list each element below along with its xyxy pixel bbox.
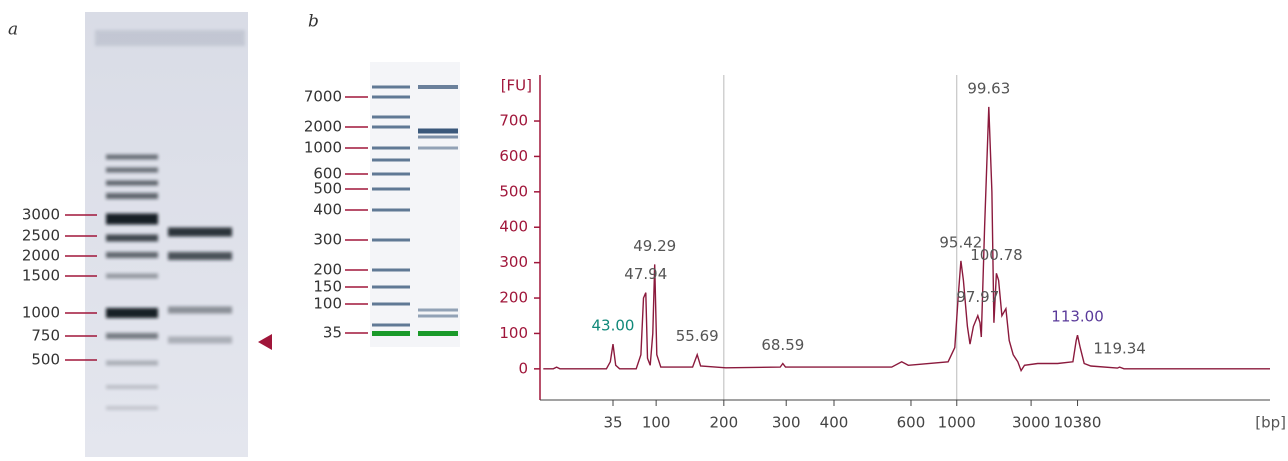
gel-band — [418, 135, 458, 139]
peak-label: 68.59 — [761, 336, 804, 354]
gel-band — [106, 213, 158, 225]
gel-band — [372, 85, 410, 89]
gel-b — [370, 62, 460, 347]
gel-band — [106, 273, 158, 279]
ladder-label: 3000 — [22, 206, 60, 224]
gel-band — [372, 268, 410, 272]
gel-band — [106, 193, 158, 199]
ladder-label: 2000 — [22, 247, 60, 265]
ladder-label: 300 — [313, 231, 342, 249]
ladder-label: 2500 — [22, 227, 60, 245]
peak-label: 47.94 — [624, 265, 667, 283]
peak-label: 97.97 — [956, 288, 999, 306]
ladder-label: 7000 — [304, 88, 342, 106]
y-tick-label: 300 — [499, 253, 528, 271]
ladder-label: 150 — [313, 278, 342, 296]
gel-band — [372, 208, 410, 212]
y-tick-label: 700 — [499, 112, 528, 130]
ladder-label: 500 — [31, 351, 60, 369]
gel-band — [372, 146, 410, 150]
peak-label: 119.34 — [1093, 340, 1146, 358]
gel-band — [418, 128, 458, 134]
gel-band — [372, 125, 410, 129]
marker-band — [418, 331, 458, 336]
x-tick-label: 3000 — [1012, 414, 1050, 432]
gel-band — [372, 238, 410, 242]
gel-band — [168, 227, 232, 237]
panel-label: b — [308, 12, 319, 32]
y-tick-label: 100 — [499, 324, 528, 342]
peak-label: 49.29 — [633, 237, 676, 255]
gel-band — [168, 306, 232, 314]
gel-band — [372, 172, 410, 176]
gel-band — [106, 180, 158, 186]
x-tick-label: 600 — [897, 414, 926, 432]
peak-label: 55.69 — [676, 327, 719, 345]
ladder-label: 1500 — [22, 267, 60, 285]
ladder-label: 1000 — [304, 139, 342, 157]
gel-band — [418, 314, 458, 318]
ladder-label: 35 — [323, 324, 342, 342]
gel-band — [106, 385, 158, 389]
ladder-label: 600 — [313, 165, 342, 183]
x-tick-label: 200 — [710, 414, 739, 432]
gel-band — [168, 252, 232, 260]
x-tick-label: 1000 — [938, 414, 976, 432]
gel-band — [106, 360, 158, 366]
y-axis-label: [FU] — [501, 77, 532, 95]
ladder-label: 400 — [313, 201, 342, 219]
gel-band — [372, 285, 410, 289]
peak-label: 100.78 — [970, 246, 1023, 264]
gel-band — [372, 158, 410, 162]
x-tick-label: 100 — [642, 414, 671, 432]
ladder-label: 100 — [313, 295, 342, 313]
peak-label: 95.42 — [939, 233, 982, 251]
gel-band — [106, 167, 158, 173]
panel-label: a — [8, 20, 18, 40]
y-tick-label: 600 — [499, 147, 528, 165]
gel-well — [95, 30, 245, 46]
y-tick-label: 400 — [499, 218, 528, 236]
y-tick-label: 200 — [499, 289, 528, 307]
trace — [543, 106, 1270, 373]
x-tick-label: 400 — [820, 414, 849, 432]
y-tick-label: 0 — [518, 359, 528, 377]
y-tick-label: 500 — [499, 182, 528, 200]
gel-band — [106, 252, 158, 258]
gel-band — [418, 308, 458, 312]
gel-band — [372, 187, 410, 191]
gel-band — [106, 333, 158, 339]
gel-band — [106, 308, 158, 318]
gel-band — [106, 406, 158, 410]
gel-band — [168, 336, 232, 344]
x-tick-label: 10380 — [1054, 414, 1102, 432]
ladder-label: 2000 — [304, 118, 342, 136]
gel-band — [372, 302, 410, 306]
x-axis-label: [bp] — [1255, 414, 1286, 432]
x-tick-label: 35 — [603, 414, 622, 432]
gel-band — [372, 115, 410, 119]
ladder-label: 1000 — [22, 304, 60, 322]
gel-band — [372, 323, 410, 327]
ladder-label: 500 — [313, 180, 342, 198]
peak-label: 113.00 — [1051, 308, 1104, 326]
peak-label: 99.63 — [967, 79, 1010, 97]
x-tick-label: 300 — [772, 414, 801, 432]
gel-band — [106, 154, 158, 160]
gel-band — [106, 234, 158, 242]
ladder-label: 200 — [313, 261, 342, 279]
gel-band — [418, 146, 458, 150]
gel-band — [372, 95, 410, 99]
ladder-label: 750 — [31, 327, 60, 345]
peak-label: 43.00 — [592, 317, 635, 335]
marker-band — [372, 331, 410, 336]
gel-band — [418, 85, 458, 89]
arrow-marker — [258, 334, 272, 350]
